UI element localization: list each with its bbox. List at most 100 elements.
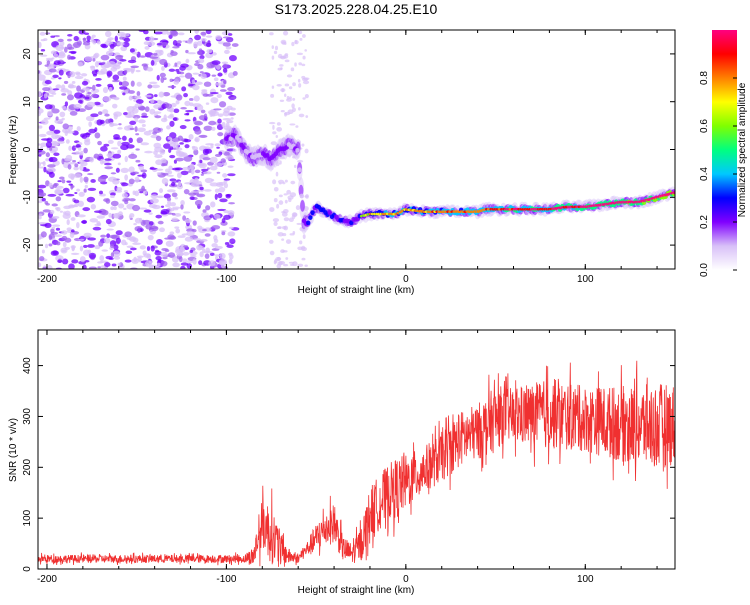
spectrogram-cell: [273, 187, 279, 192]
colorbar-tick-label: 0.8: [699, 71, 710, 85]
spectrogram-cell: [185, 49, 189, 54]
spectrogram-cell: [227, 86, 236, 92]
x-tick-label: 100: [577, 274, 594, 285]
spectrogram-cell: [205, 30, 212, 35]
spectrogram-cell: [216, 183, 224, 187]
spectrogram-cell: [227, 165, 234, 168]
spectrogram-cell: [115, 167, 120, 173]
spectrogram-cell: [92, 84, 96, 91]
spectrogram-cell: [271, 85, 275, 89]
spectrogram-cell: [276, 83, 282, 87]
spectrogram-cell: [293, 164, 297, 168]
spectrogram-cell: [161, 103, 167, 110]
spectrogram-cell: [214, 193, 218, 200]
spectrogram-cell: [125, 250, 133, 255]
spectrogram-cell: [113, 256, 121, 260]
spectrogram-cell: [137, 227, 141, 234]
spectrogram-cell: [59, 119, 64, 123]
spectrogram-cell: [113, 212, 119, 219]
spectrogram-cell: [128, 166, 135, 173]
spectrogram-cell: [51, 203, 58, 207]
spectrogram-cell: [199, 186, 204, 191]
spectrogram-cell: [199, 238, 208, 242]
spectrogram-cell: [82, 132, 92, 136]
spectrogram-cell: [174, 62, 178, 67]
spectrogram-cell: [204, 233, 211, 237]
spectrogram-cell: [42, 209, 51, 213]
spectrogram-cell: [211, 243, 218, 248]
spectrogram-cell: [279, 64, 284, 67]
spectrogram-cell: [158, 91, 165, 98]
spectrogram-cell: [38, 133, 47, 138]
spectrogram-cell: [298, 184, 304, 197]
spectrogram-cell: [47, 193, 57, 197]
spectrogram-cell: [186, 230, 195, 237]
spectrogram-cell: [225, 122, 230, 129]
spectrogram-cell: [189, 97, 194, 101]
spectrogram-cell: [304, 93, 309, 99]
spectrogram-cell: [155, 214, 162, 219]
spectrogram-cell: [149, 56, 159, 59]
spectrogram-cell: [128, 178, 135, 185]
spectrogram-cell: [44, 80, 52, 85]
spectrogram-cell: [191, 190, 200, 193]
spectrogram-cell: [215, 35, 222, 40]
spectrogram-cell: [95, 83, 102, 87]
spectrogram-cell: [162, 172, 169, 176]
spectrogram-cell: [123, 207, 127, 210]
spectrogram-cell: [47, 110, 53, 117]
spectrogram-cell: [38, 70, 41, 74]
spectrogram-cell: [176, 61, 182, 65]
spectrogram-cell: [148, 203, 158, 209]
spectrogram-cell: [189, 196, 195, 201]
spectrogram-cell: [175, 157, 184, 162]
spectrogram-cell: [48, 63, 55, 68]
spectrogram-cell: [55, 255, 64, 262]
spectrogram-cell: [104, 162, 112, 166]
spectrogram-cell: [52, 224, 61, 227]
spectrogram-cell: [304, 49, 307, 52]
spectrogram-cell: [280, 67, 283, 70]
spectrogram-cell: [192, 84, 200, 91]
spectrogram-cell: [292, 82, 296, 87]
spectrogram-cell: [153, 111, 162, 115]
spectrogram-cell: [38, 234, 42, 241]
spectrogram-cell: [187, 38, 193, 45]
spectrogram-cell: [154, 154, 163, 159]
spectrogram-cell: [94, 60, 100, 68]
spectrogram-cell: [86, 40, 91, 43]
spectrogram-cell: [209, 110, 213, 118]
spectrogram-cell: [122, 76, 127, 81]
spectrogram-cell: [276, 126, 283, 132]
spectrogram-cell: [172, 117, 178, 121]
spectrogram-cell: [106, 228, 114, 231]
spectrogram-cell: [221, 231, 226, 236]
spectrogram-cell: [109, 243, 115, 248]
spectrogram-cell: [44, 104, 53, 110]
spectrogram-cell: [172, 206, 181, 210]
spectrogram-cell: [146, 246, 151, 252]
spectrogram-cell: [57, 259, 63, 264]
spectrogram-cell: [106, 153, 114, 158]
spectrogram-cell: [129, 127, 135, 131]
spectrogram-cell: [288, 261, 295, 264]
spectrogram-cell: [86, 101, 96, 108]
spectrogram-cell: [184, 138, 189, 142]
spectrogram-cell: [218, 258, 227, 266]
spectrogram-cell: [161, 41, 168, 46]
spectrogram-cell: [209, 156, 218, 164]
spectrogram-cell: [210, 97, 219, 104]
spectrogram-cell: [147, 84, 153, 89]
spectrogram-cell: [39, 256, 45, 262]
spectrogram-cell: [61, 235, 68, 241]
spectrogram-cell: [268, 239, 274, 244]
spectrogram-cell: [172, 262, 180, 268]
spectrogram-cell: [138, 165, 145, 171]
x-tick-label: 0: [403, 574, 409, 585]
spectrogram-cell: [43, 38, 48, 42]
spectrogram-cell: [269, 207, 275, 213]
figure-title: S173.2025.228.04.25.E10: [275, 1, 438, 17]
spectrogram-cell: [74, 203, 79, 208]
spectrogram-cell: [228, 258, 233, 265]
spectrogram-cell: [118, 123, 122, 126]
